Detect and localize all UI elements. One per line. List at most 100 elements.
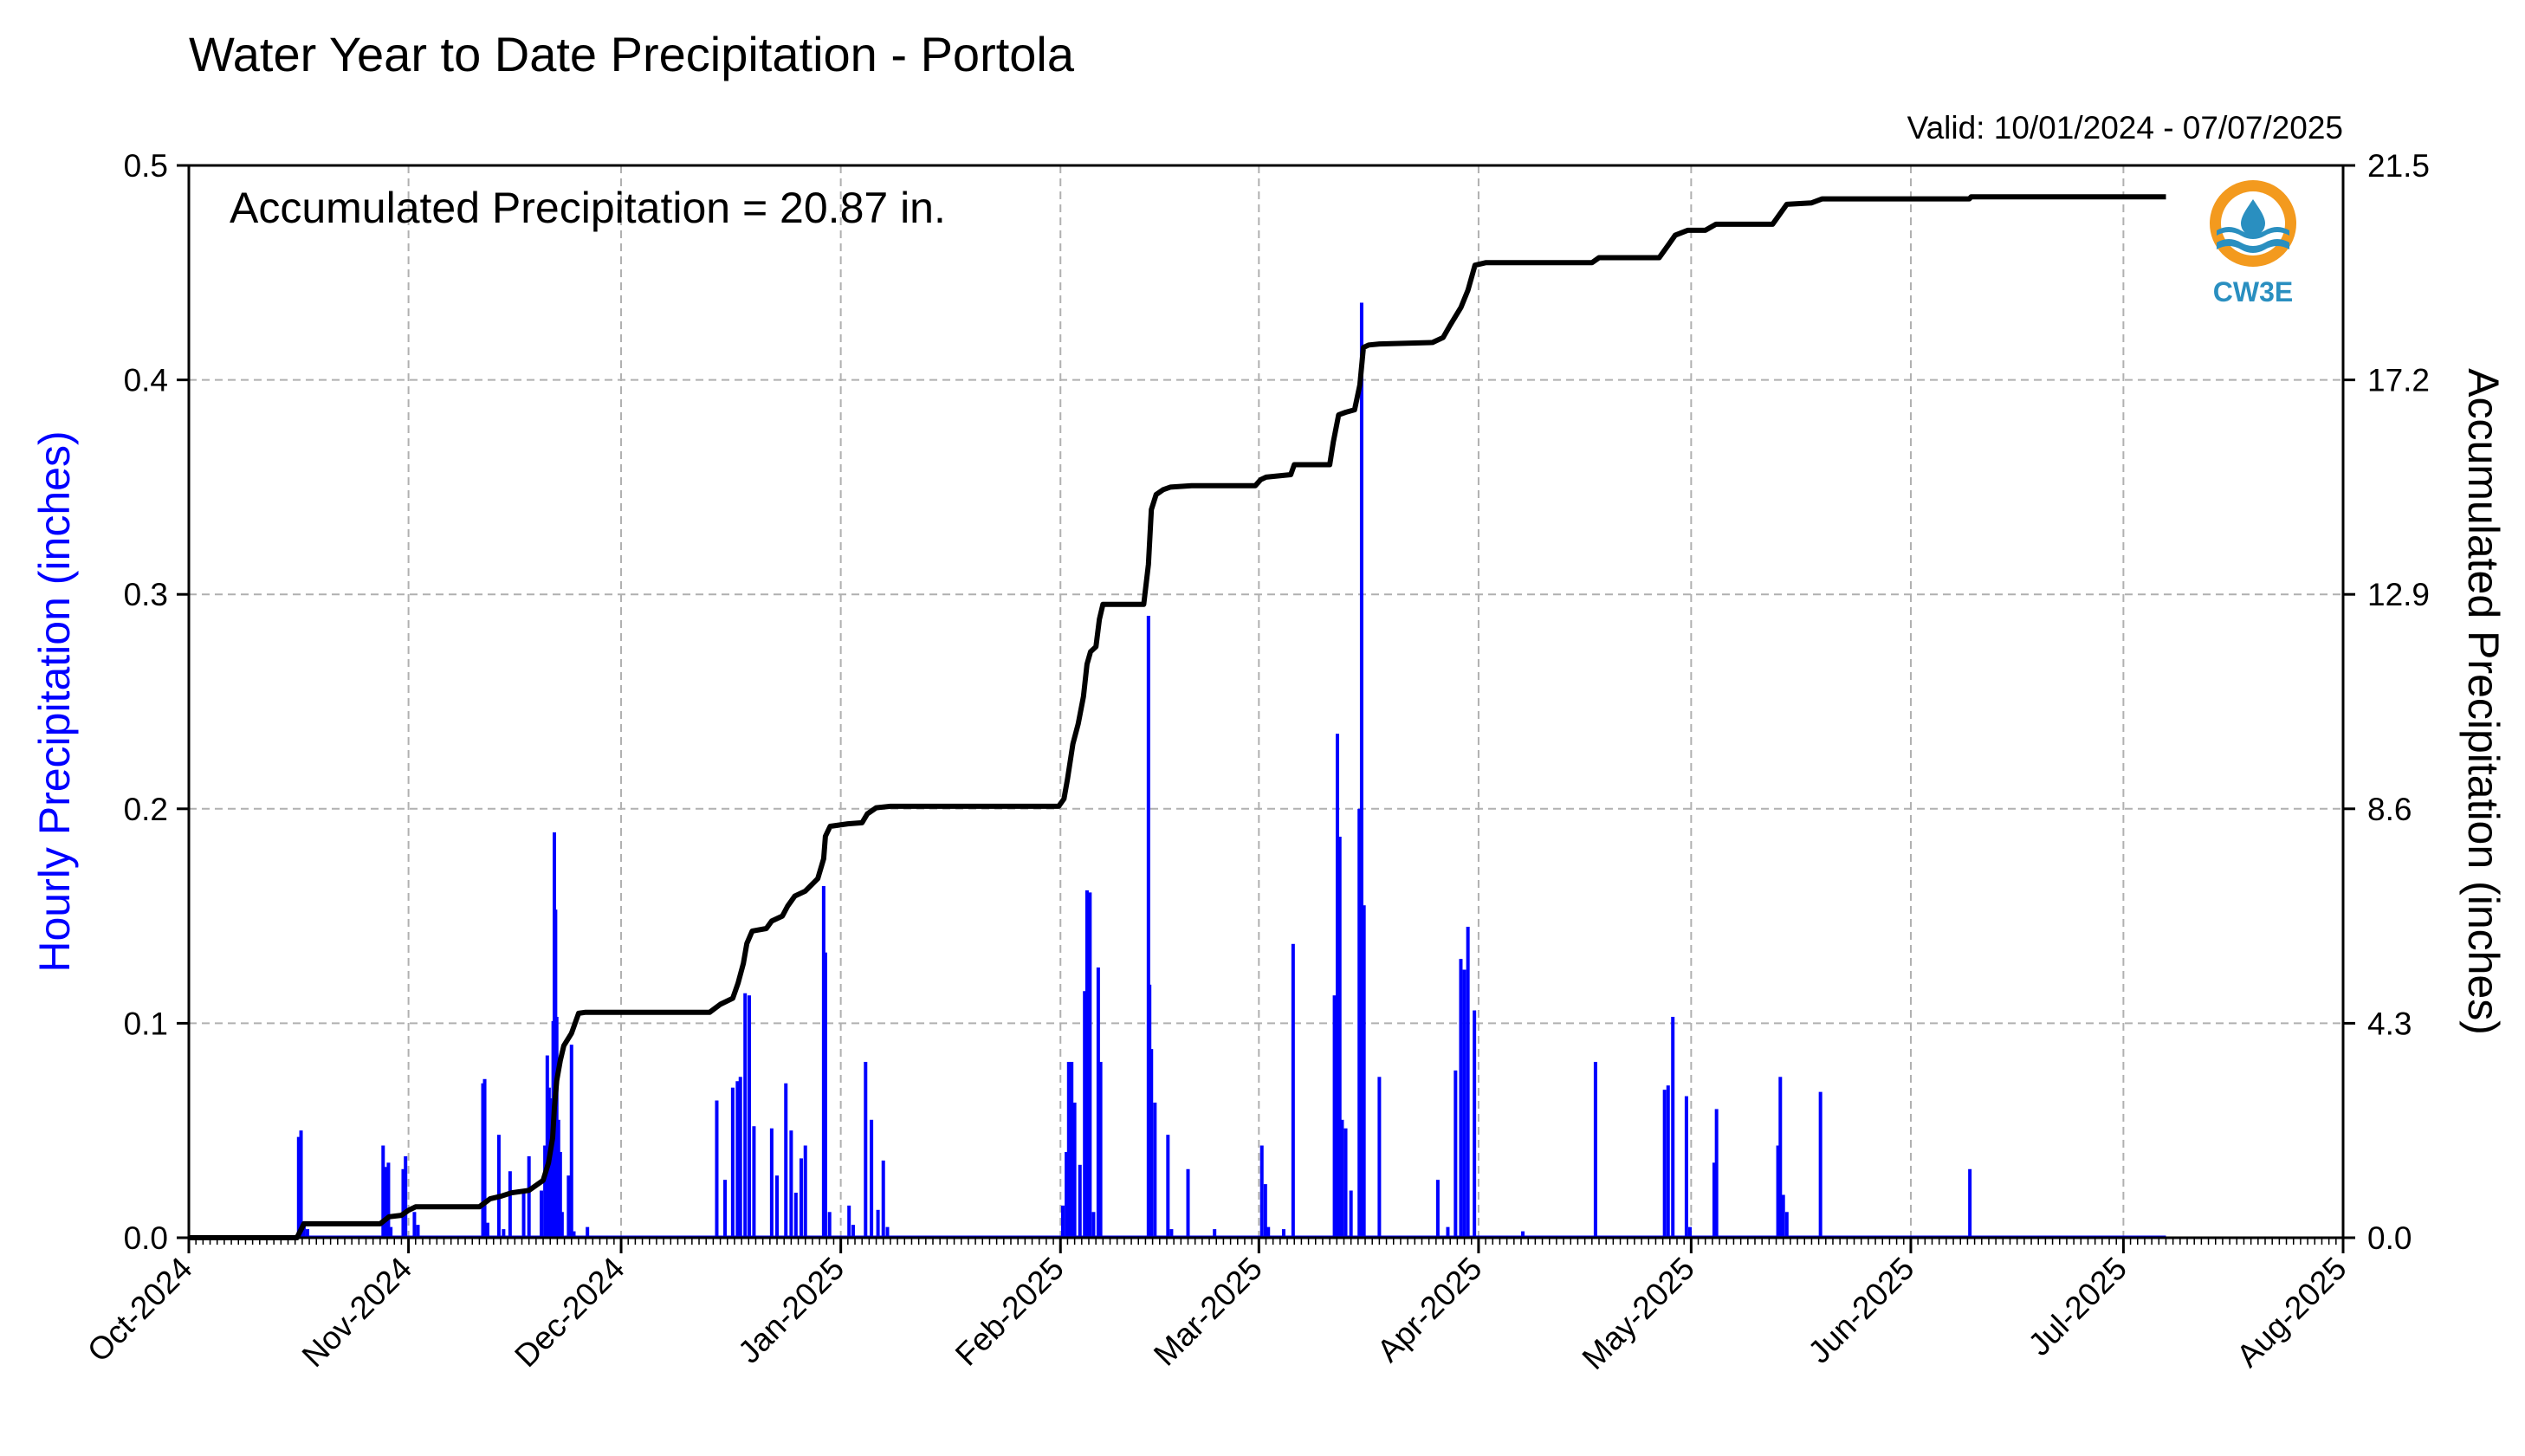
- y-left-tick-label: 0.0: [124, 1220, 168, 1256]
- hourly-bar: [784, 1083, 788, 1238]
- hourly-bar: [1060, 1205, 1065, 1238]
- hourly-bar: [543, 1145, 547, 1238]
- logo-waves: [2217, 227, 2289, 253]
- hourly-bar: [793, 1193, 798, 1238]
- hourly-bar: [1781, 1194, 1785, 1238]
- hourly-bar: [384, 1167, 388, 1238]
- y-left-tick-label: 0.5: [124, 148, 168, 184]
- hourly-bar: [769, 1128, 774, 1238]
- hourly-bar: [775, 1175, 780, 1238]
- hourly-bar: [1337, 836, 1342, 1238]
- hourly-bar: [738, 1077, 742, 1238]
- hourly-bar: [1714, 1109, 1719, 1238]
- hourly-bar: [1666, 1085, 1670, 1238]
- accumulated-line-group: [189, 194, 2166, 1240]
- hourly-bar: [496, 1135, 501, 1238]
- hourly-bar: [799, 1158, 803, 1238]
- hourly-bar: [1169, 1229, 1174, 1238]
- hourly-bar: [540, 1190, 544, 1238]
- hourly-bar: [1466, 926, 1470, 1238]
- hourly-bar: [1362, 905, 1366, 1238]
- hourly-bar: [560, 1212, 564, 1238]
- y-right-tick-label: 0.0: [2367, 1220, 2412, 1256]
- hourly-bar: [730, 1087, 735, 1238]
- hourly-bar: [1968, 1168, 1972, 1238]
- hourly-bar: [567, 1175, 571, 1238]
- hourly-bar: [827, 1212, 832, 1238]
- hourly-bar: [1473, 1010, 1477, 1238]
- hourly-bar: [545, 1055, 549, 1238]
- hourly-bar: [1662, 1090, 1667, 1238]
- hourly-bar: [401, 1168, 405, 1238]
- valid-date-range: Valid: 10/01/2024 - 07/07/2025: [1907, 110, 2343, 146]
- hourly-bar: [299, 1130, 303, 1238]
- hourly-bar: [549, 1098, 554, 1238]
- hourly-bar: [1521, 1231, 1525, 1238]
- y-right-ticks: 0.0 4.3 8.6 12.9 17.2 21.5: [2343, 148, 2430, 1256]
- hourly-bar: [296, 1136, 301, 1238]
- hourly-bar: [1153, 1103, 1157, 1238]
- x-axis-ticks: Oct-2024 Nov-2024 Dec-2024 Jan-2025 Feb-2025…: [81, 1238, 2353, 1376]
- hourly-bar: [803, 1145, 807, 1238]
- hourly-bar: [1335, 734, 1339, 1238]
- hourly-bar: [747, 995, 751, 1238]
- x-tick-label: Feb-2025: [948, 1251, 1071, 1373]
- hourly-bar: [1091, 1212, 1096, 1238]
- cw3e-logo: CW3E: [2210, 180, 2296, 307]
- hourly-bar: [1332, 995, 1337, 1238]
- hourly-bar: [1186, 1168, 1190, 1238]
- hourly-bar: [1687, 1226, 1692, 1238]
- y-right-tick-label: 12.9: [2367, 577, 2430, 612]
- hourly-bar: [1066, 1061, 1071, 1238]
- y-left-tick-label: 0.1: [124, 1006, 168, 1041]
- hourly-bar: [1684, 1096, 1688, 1238]
- x-tick-label: May-2025: [1576, 1251, 1701, 1376]
- hourly-bar: [554, 1016, 559, 1238]
- hourly-bar: [1291, 943, 1295, 1238]
- hourly-bar: [1083, 991, 1087, 1238]
- hourly-bar: [1593, 1061, 1597, 1238]
- hourly-bar: [1784, 1212, 1789, 1238]
- hourly-bar: [1266, 1226, 1271, 1238]
- hourly-bar: [527, 1155, 531, 1238]
- hourly-bar: [1281, 1229, 1285, 1238]
- hourly-bar: [1446, 1226, 1450, 1238]
- y-axis-right-label: Accumulated Precipitation (inches): [2459, 368, 2508, 1035]
- hourly-bar: [1357, 808, 1362, 1238]
- hourly-bar: [306, 1229, 310, 1238]
- hourly-bar: [521, 1193, 526, 1238]
- hourly-bar: [1088, 892, 1092, 1238]
- x-tick-label: Dec-2024: [508, 1251, 631, 1374]
- hourly-bar: [1462, 969, 1466, 1238]
- hourly-bar: [569, 1045, 573, 1238]
- hourly-bar: [735, 1081, 740, 1238]
- logo-text: CW3E: [2213, 276, 2293, 307]
- hourly-bar: [876, 1209, 880, 1238]
- hourly-bar: [851, 1225, 855, 1238]
- hourly-bar: [1453, 1070, 1458, 1238]
- hourly-bar: [404, 1155, 408, 1238]
- hourly-bar: [1263, 1184, 1267, 1238]
- hourly-bar: [381, 1145, 385, 1238]
- x-tick-label: Aug-2025: [2230, 1251, 2353, 1374]
- hourly-bar: [1096, 967, 1100, 1238]
- hourly-bar: [1776, 1145, 1780, 1238]
- hourly-bar: [752, 1126, 756, 1238]
- hourly-bar: [743, 993, 748, 1238]
- hourly-bar: [1259, 1145, 1264, 1238]
- y-left-tick-label: 0.2: [124, 792, 168, 827]
- hourly-bar: [1078, 1164, 1082, 1238]
- hourly-bar: [847, 1205, 851, 1238]
- hourly-bar: [558, 1151, 562, 1238]
- y-right-tick-label: 8.6: [2367, 792, 2412, 827]
- hourly-bar: [1340, 1119, 1344, 1238]
- hourly-bar: [389, 1226, 393, 1238]
- hourly-bar: [1148, 984, 1152, 1238]
- hourly-bar: [572, 1231, 576, 1238]
- accumulated-precip-line: [189, 194, 2166, 1240]
- hourly-bar: [1072, 1103, 1077, 1238]
- hourly-bar: [502, 1229, 506, 1238]
- hourly-bar: [481, 1083, 485, 1238]
- hourly-bar: [1459, 959, 1463, 1238]
- hourly-bar: [1070, 1061, 1074, 1238]
